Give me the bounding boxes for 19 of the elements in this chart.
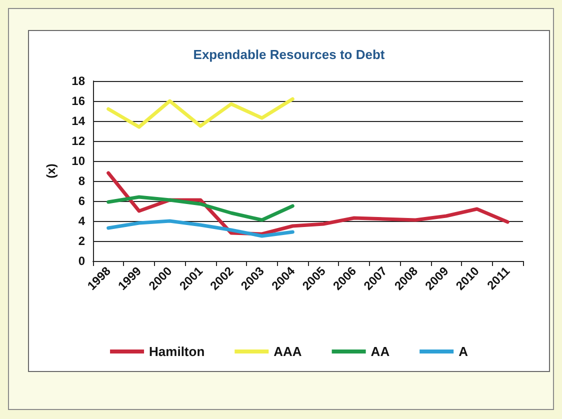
y-tick-label: 4 xyxy=(78,214,86,228)
y-tick-label: 0 xyxy=(78,254,86,268)
y-tick-label: 6 xyxy=(78,194,86,208)
legend-label: AA xyxy=(370,344,390,359)
y-tick-label: 18 xyxy=(72,74,86,88)
line-series xyxy=(106,219,294,238)
legend-label: AAA xyxy=(274,344,302,359)
y-tick-label: 12 xyxy=(72,134,86,148)
chart-title: Expendable Resources to Debt xyxy=(193,47,386,62)
y-tick-label: 14 xyxy=(72,114,86,128)
line-series xyxy=(106,97,294,129)
legend-label: Hamilton xyxy=(149,344,205,359)
y-axis-title: (x) xyxy=(44,164,58,178)
y-tick-label: 8 xyxy=(78,174,86,188)
line-series xyxy=(106,195,294,222)
y-tick-label: 10 xyxy=(72,154,86,168)
legend-label: A xyxy=(458,344,469,359)
y-tick-label: 2 xyxy=(78,234,86,248)
y-tick-label: 16 xyxy=(72,94,86,108)
